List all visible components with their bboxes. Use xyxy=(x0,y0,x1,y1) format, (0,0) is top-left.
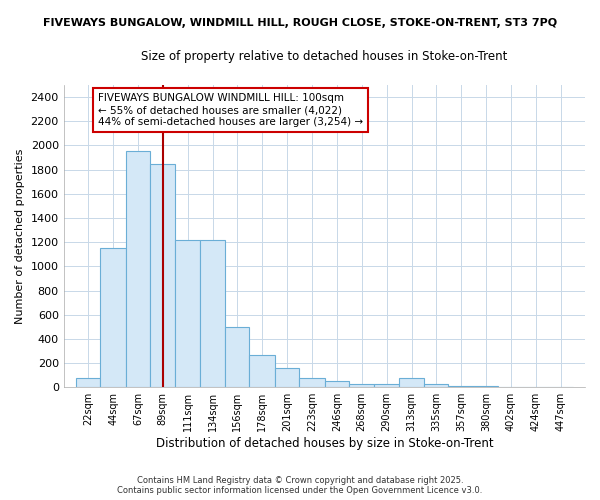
Text: FIVEWAYS BUNGALOW WINDMILL HILL: 100sqm
← 55% of detached houses are smaller (4,: FIVEWAYS BUNGALOW WINDMILL HILL: 100sqm … xyxy=(98,94,363,126)
Text: Contains HM Land Registry data © Crown copyright and database right 2025.
Contai: Contains HM Land Registry data © Crown c… xyxy=(118,476,482,495)
Bar xyxy=(100,248,126,387)
Bar xyxy=(548,386,573,387)
Bar xyxy=(126,152,151,387)
Y-axis label: Number of detached properties: Number of detached properties xyxy=(15,148,25,324)
Bar xyxy=(200,240,225,387)
Bar xyxy=(225,327,250,387)
Bar xyxy=(523,386,548,387)
Bar xyxy=(474,386,498,387)
Bar xyxy=(498,386,523,387)
Bar xyxy=(424,384,448,387)
Title: Size of property relative to detached houses in Stoke-on-Trent: Size of property relative to detached ho… xyxy=(141,50,508,63)
Bar xyxy=(151,164,175,387)
Bar xyxy=(175,240,200,387)
Bar xyxy=(250,354,275,387)
Bar xyxy=(400,378,424,387)
Bar xyxy=(448,386,474,387)
X-axis label: Distribution of detached houses by size in Stoke-on-Trent: Distribution of detached houses by size … xyxy=(155,437,493,450)
Bar xyxy=(349,384,374,387)
Bar xyxy=(299,378,325,387)
Bar xyxy=(374,384,400,387)
Bar xyxy=(275,368,299,387)
Bar xyxy=(76,378,100,387)
Text: FIVEWAYS BUNGALOW, WINDMILL HILL, ROUGH CLOSE, STOKE-ON-TRENT, ST3 7PQ: FIVEWAYS BUNGALOW, WINDMILL HILL, ROUGH … xyxy=(43,18,557,28)
Bar xyxy=(325,381,349,387)
